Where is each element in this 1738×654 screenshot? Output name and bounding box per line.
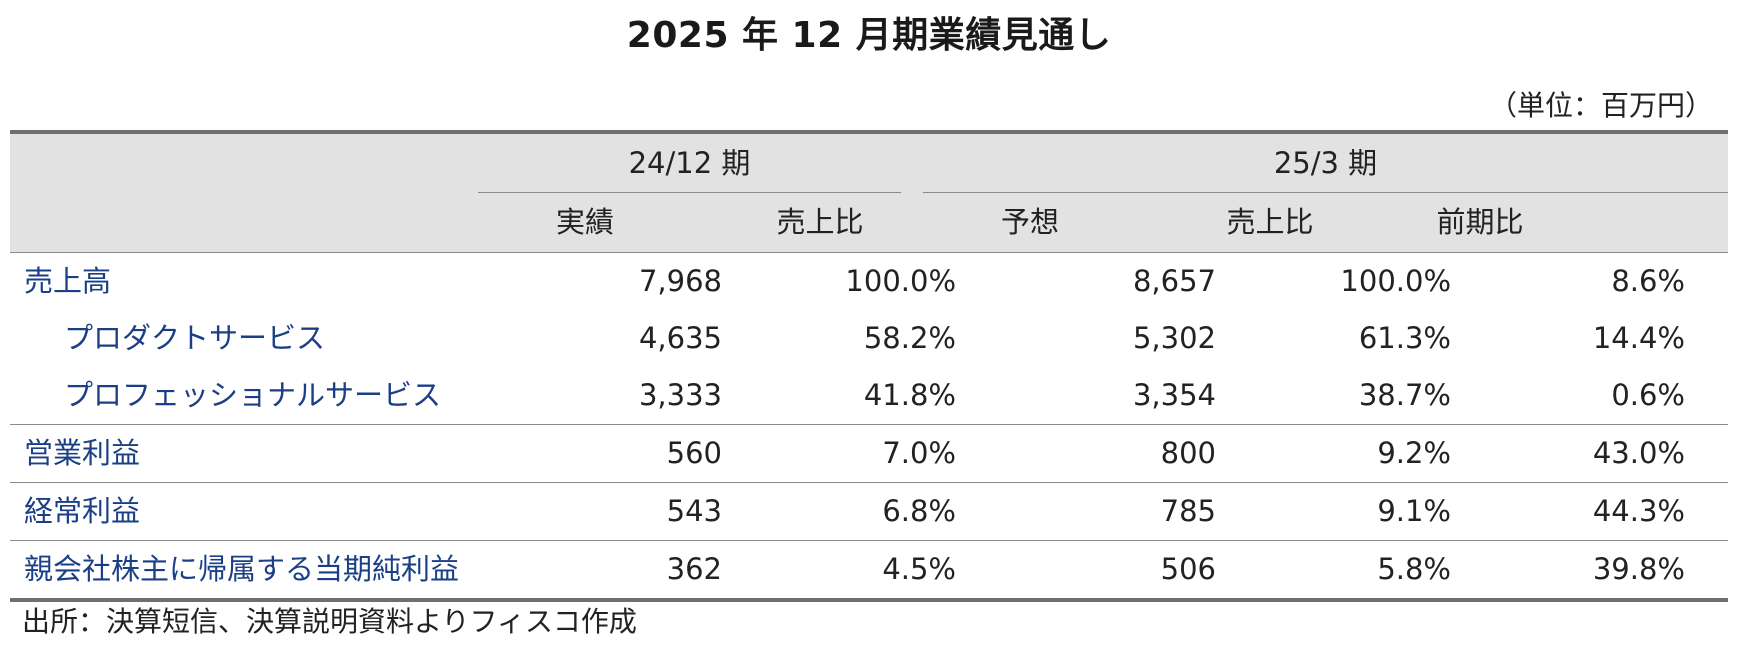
page-title: 2025 年 12 月期業績見通し (626, 15, 1112, 56)
cell-yoy: 44.3% (1592, 494, 1685, 528)
cell-forecast: 785 (1160, 494, 1216, 528)
table-row: プロフェッショナルサービス 3,333 41.8% 3,354 38.7% 0.… (10, 367, 1728, 424)
cell-ratio: 58.2% (863, 321, 956, 355)
cell-yoy: 0.6% (1611, 378, 1685, 412)
row-label: プロフェッショナルサービス (64, 378, 442, 412)
table-header: 24/12 期 25/3 期 実績 売上比 予想 売上比 前期比 (10, 130, 1728, 253)
header-yoy: 前期比 (1436, 205, 1524, 239)
table-row: 売上高 7,968 100.0% 8,657 100.0% 8.6% (10, 253, 1728, 310)
cell-yoy: 14.4% (1592, 321, 1685, 355)
cell-forecast: 5,302 (1132, 321, 1216, 355)
cell-actual: 7,968 (638, 264, 722, 298)
cell-ratio: 7.0% (882, 436, 956, 470)
table-row: 経常利益 543 6.8% 785 9.1% 44.3% (10, 482, 1728, 540)
forecast-table: 24/12 期 25/3 期 実績 売上比 予想 売上比 前期比 売上高 7,9… (10, 130, 1728, 602)
cell-actual: 543 (666, 494, 722, 528)
table-row: 営業利益 560 7.0% 800 9.2% 43.0% (10, 424, 1728, 482)
unit-label: （単位：百万円） (1488, 89, 1713, 122)
cell-ratio: 9.1% (1377, 494, 1451, 528)
row-label: プロダクトサービス (64, 321, 326, 355)
cell-actual: 3,333 (638, 378, 722, 412)
source-note: 出所：決算短信、決算説明資料よりフィスコ作成 (22, 605, 637, 638)
table-row: 親会社株主に帰属する当期純利益 362 4.5% 506 5.8% 39.8% (10, 540, 1728, 602)
cell-forecast: 506 (1160, 552, 1216, 586)
cell-ratio: 9.2% (1377, 436, 1451, 470)
cell-ratio: 38.7% (1358, 378, 1451, 412)
cell-ratio: 100.0% (845, 264, 956, 298)
cell-yoy: 43.0% (1592, 436, 1685, 470)
header-forecast: 予想 (1000, 205, 1059, 239)
cell-forecast: 8,657 (1132, 264, 1216, 298)
row-label: 経常利益 (24, 494, 141, 528)
cell-ratio: 61.3% (1358, 321, 1451, 355)
cell-forecast: 3,354 (1132, 378, 1216, 412)
cell-actual: 4,635 (638, 321, 722, 355)
cell-ratio: 5.8% (1377, 552, 1451, 586)
row-label: 親会社株主に帰属する当期純利益 (24, 552, 460, 586)
header-sales-ratio-1: 売上比 (776, 205, 864, 239)
header-sales-ratio-2: 売上比 (1226, 205, 1314, 239)
cell-ratio: 4.5% (882, 552, 956, 586)
cell-actual: 362 (666, 552, 722, 586)
cell-yoy: 39.8% (1592, 552, 1685, 586)
cell-yoy: 8.6% (1611, 264, 1685, 298)
row-label: 売上高 (24, 264, 112, 298)
header-actual: 実績 (555, 205, 614, 239)
cell-actual: 560 (666, 436, 722, 470)
cell-forecast: 800 (1160, 436, 1216, 470)
cell-ratio: 41.8% (863, 378, 956, 412)
table-row: プロダクトサービス 4,635 58.2% 5,302 61.3% 14.4% (10, 310, 1728, 367)
header-group-24-12: 24/12 期 (478, 134, 901, 193)
cell-ratio: 6.8% (882, 494, 956, 528)
header-group-25-3: 25/3 期 (923, 134, 1728, 193)
cell-ratio: 100.0% (1340, 264, 1451, 298)
row-label: 営業利益 (24, 436, 141, 470)
